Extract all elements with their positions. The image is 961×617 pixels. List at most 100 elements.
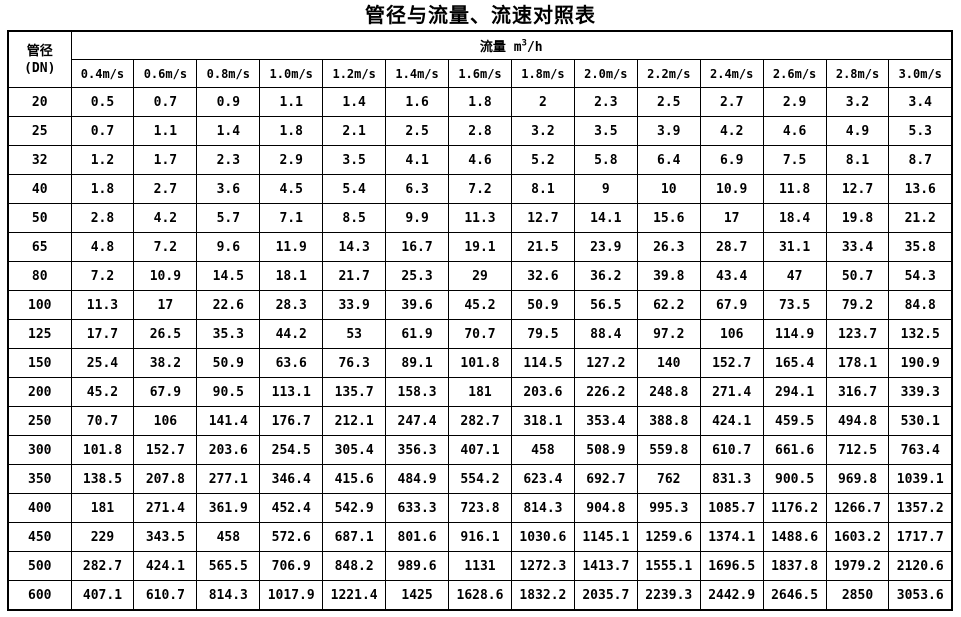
flow-cell: 2646.5	[762, 580, 827, 611]
flow-cell: 31.1	[762, 232, 827, 262]
flow-cell: 2.3	[196, 145, 261, 175]
flow-cell: 212.1	[322, 406, 387, 436]
flow-cell: 19.1	[448, 232, 512, 262]
flow-cell: 39.6	[385, 290, 450, 320]
flow-cell: 3.4	[888, 87, 953, 117]
flow-cell: 343.5	[133, 522, 198, 552]
flow-cell: 0.7	[70, 116, 135, 146]
flow-cell: 63.6	[259, 348, 324, 378]
flow-cell: 2.1	[322, 116, 387, 146]
flow-cell: 3053.6	[888, 580, 953, 611]
flow-cell: 45.2	[448, 290, 512, 320]
dn-cell: 500	[7, 551, 72, 581]
flow-cell: 458	[510, 435, 575, 465]
flow-cell: 7.5	[762, 145, 827, 175]
flow-cell: 277.1	[196, 464, 261, 494]
flow-cell: 19.8	[825, 203, 890, 233]
flow-cell: 14.3	[322, 232, 387, 262]
flow-cell: 7.1	[259, 203, 324, 233]
flow-cell: 1488.6	[762, 522, 827, 552]
flow-cell: 18.1	[259, 261, 324, 291]
header-row-group: 管径 (DN) 流量 m3/h	[7, 30, 953, 88]
flow-cell: 415.6	[322, 464, 387, 494]
flow-cell: 14.5	[196, 261, 261, 291]
flow-cell: 2035.7	[573, 580, 638, 611]
flow-cell: 152.7	[699, 348, 764, 378]
flow-header-label: 流量 m	[479, 40, 522, 55]
dn-cell: 80	[7, 261, 72, 291]
flow-cell: 226.2	[573, 377, 638, 407]
flow-cell: 135.7	[322, 377, 387, 407]
flow-cell: 8.1	[825, 145, 890, 175]
flow-cell: 1259.6	[636, 522, 701, 552]
flow-cell: 3.5	[322, 145, 387, 175]
flow-cell: 17	[699, 203, 764, 233]
flow-cell: 50.9	[196, 348, 261, 378]
table-row: 400 181 271.4 361.9 452.4 542.9 633.3 723.8 814.…	[7, 493, 953, 523]
flow-cell: 4.2	[133, 203, 198, 233]
table-row: 150 25.4 38.2 50.9 63.6 76.3 89.1 101.8 114.5 127…	[7, 348, 953, 378]
speed-header: 2.4m/s	[699, 59, 764, 88]
table-row: 500 282.7 424.1 565.5 706.9 848.2 989.6 1131 127…	[7, 551, 953, 581]
flow-cell: 181	[448, 377, 512, 407]
flow-cell: 5.4	[322, 174, 387, 204]
flow-cell: 0.7	[133, 87, 198, 117]
flow-cell: 361.9	[196, 493, 261, 523]
flow-cell: 45.2	[70, 377, 135, 407]
flow-cell: 97.2	[636, 319, 701, 349]
flow-cell: 21.2	[888, 203, 953, 233]
table-row: 20 0.5 0.7 0.9 1.1 1.4 1.6 1.8 2 2.3 2.5 2.7 2.9 3.2 3…	[7, 87, 953, 117]
flow-cell: 123.7	[825, 319, 890, 349]
flow-cell: 271.4	[699, 377, 764, 407]
flow-cell: 346.4	[259, 464, 324, 494]
flow-cell: 318.1	[510, 406, 575, 436]
flow-cell: 181	[70, 493, 135, 523]
dn-cell: 150	[7, 348, 72, 378]
flow-cell: 916.1	[448, 522, 512, 552]
flow-cell: 407.1	[448, 435, 512, 465]
flow-cell: 4.6	[448, 145, 512, 175]
flow-cell: 10.9	[133, 261, 198, 291]
flow-cell: 1555.1	[636, 551, 701, 581]
flow-cell: 22.6	[196, 290, 261, 320]
flow-header-superscript: 3	[521, 38, 527, 49]
flow-cell: 1.4	[196, 116, 261, 146]
flow-cell: 661.6	[762, 435, 827, 465]
flow-cell: 1.4	[322, 87, 387, 117]
flow-cell: 114.9	[762, 319, 827, 349]
flow-cell: 4.8	[70, 232, 135, 262]
flow-cell: 559.8	[636, 435, 701, 465]
flow-cell: 203.6	[510, 377, 575, 407]
flow-cell: 53	[322, 319, 387, 349]
table-row: 200 45.2 67.9 90.5 113.1 135.7 158.3 181 203.6 22…	[7, 377, 953, 407]
table-row: 32 1.2 1.7 2.3 2.9 3.5 4.1 4.6 5.2 5.8 6.4 6.9 7.5 8.…	[7, 145, 953, 175]
flow-cell: 424.1	[699, 406, 764, 436]
flow-cell: 3.5	[573, 116, 638, 146]
flow-cell: 1717.7	[888, 522, 953, 552]
speed-header: 1.6m/s	[448, 59, 512, 88]
dn-header-unit: (DN)	[24, 60, 56, 76]
flow-cell: 18.4	[762, 203, 827, 233]
speed-header: 1.4m/s	[385, 59, 450, 88]
dn-cell: 32	[7, 145, 72, 175]
flow-cell: 2850	[825, 580, 890, 611]
table-row: 65 4.8 7.2 9.6 11.9 14.3 16.7 19.1 21.5 23.9 26.3 2…	[7, 232, 953, 262]
flow-cell: 452.4	[259, 493, 324, 523]
flow-cell: 113.1	[259, 377, 324, 407]
flow-cell: 76.3	[322, 348, 387, 378]
flow-cell: 305.4	[322, 435, 387, 465]
flow-cell: 38.2	[133, 348, 198, 378]
flow-cell: 1.8	[259, 116, 324, 146]
speed-header: 1.8m/s	[510, 59, 575, 88]
flow-cell: 21.7	[322, 261, 387, 291]
flow-cell: 1131	[448, 551, 512, 581]
flow-cell: 458	[196, 522, 261, 552]
flow-cell: 969.8	[825, 464, 890, 494]
flow-cell: 712.5	[825, 435, 890, 465]
speed-header: 0.8m/s	[196, 59, 261, 88]
flow-cell: 67.9	[699, 290, 764, 320]
dn-cell: 65	[7, 232, 72, 262]
flow-cell: 1.7	[133, 145, 198, 175]
flow-cell: 0.9	[196, 87, 261, 117]
dn-cell: 125	[7, 319, 72, 349]
